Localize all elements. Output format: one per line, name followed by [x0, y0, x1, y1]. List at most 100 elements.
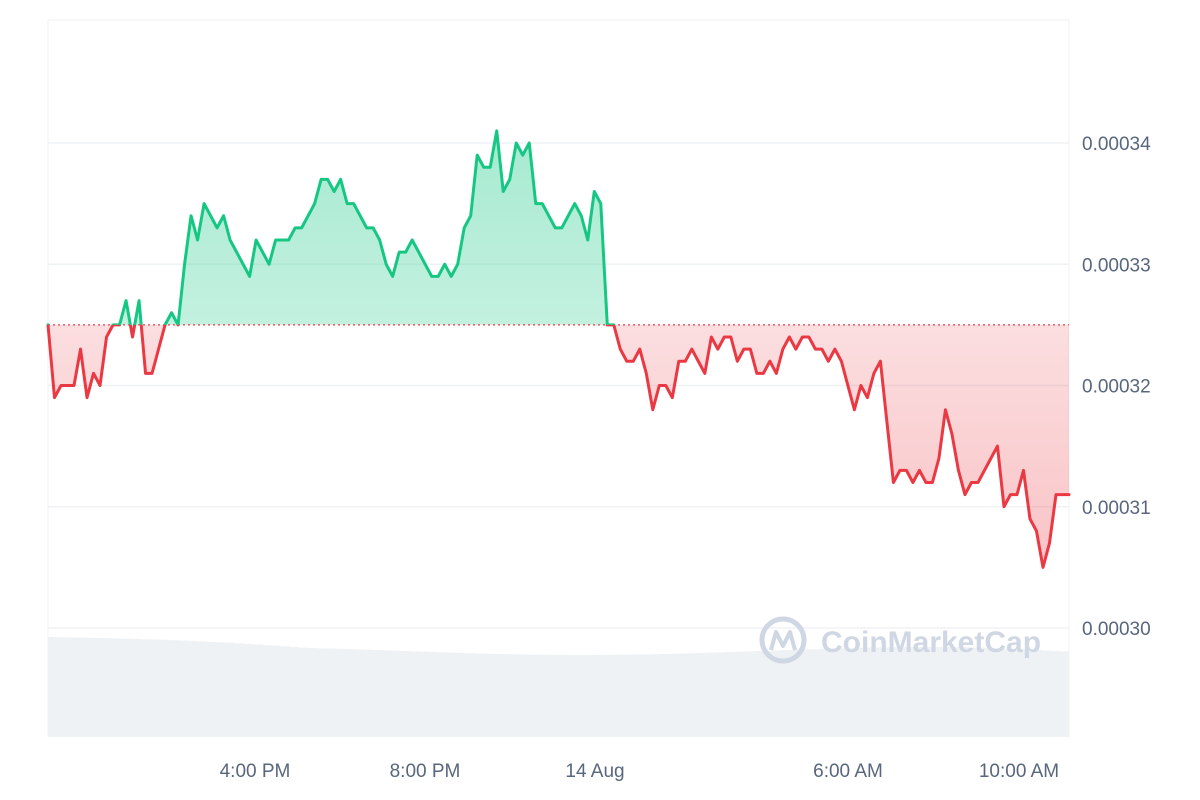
volume-bar: [790, 649, 801, 737]
volume-bar: [809, 649, 819, 737]
x-tick-label: 8:00 PM: [390, 761, 461, 782]
x-axis: 4:00 PM 8:00 PM 14 Aug 6:00 AM 10:00 AM: [220, 761, 1060, 782]
volume-bar: [419, 651, 430, 737]
volume-bar: [57, 637, 68, 737]
watermark-text: CoinMarketCap: [821, 626, 1041, 659]
volume-bar: [465, 653, 476, 737]
volume-bar: [1050, 650, 1061, 737]
volume-bar: [781, 650, 792, 737]
volume-bar: [1004, 648, 1014, 737]
price-line-down: [46, 324, 1071, 569]
volume-bar: [409, 651, 420, 737]
y-axis: 0.00034 0.00033 0.00032 0.00031 0.00030: [1082, 134, 1151, 640]
volume-bar: [215, 642, 225, 737]
volume-bar: [326, 648, 337, 737]
volume-bar: [642, 654, 652, 737]
volume-bar: [976, 647, 986, 737]
volume-bar: [660, 653, 671, 737]
volume-bar: [177, 640, 188, 737]
volume-bar: [270, 645, 281, 737]
volume-bar: [75, 637, 86, 737]
area-below-baseline: [48, 324, 1069, 568]
volume-bar: [725, 652, 736, 737]
volume-bar: [874, 647, 884, 737]
volume-bar: [920, 647, 931, 737]
x-tick-label: 14 Aug: [565, 761, 624, 782]
volume-bar: [307, 648, 318, 737]
price-line: [46, 129, 1071, 569]
volume-bar: [539, 654, 550, 737]
volume-bar: [354, 649, 365, 737]
volume-bar: [799, 649, 810, 737]
volume-bar: [261, 645, 272, 737]
volume-bar: [1059, 651, 1070, 737]
area-fills: [48, 130, 1069, 568]
volume-bar: [400, 650, 411, 737]
volume-bar: [289, 647, 300, 737]
y-tick-label: 0.00033: [1082, 255, 1151, 276]
volume-bar: [753, 651, 764, 737]
volume-bar: [196, 641, 207, 737]
volume-bar: [502, 654, 513, 737]
volume-bar: [205, 641, 216, 737]
volume-bar: [836, 648, 847, 737]
volume-bar: [428, 651, 439, 737]
volume-bar: [317, 648, 327, 737]
volume-bar: [939, 647, 949, 737]
volume-bar: [131, 638, 142, 737]
volume-bar: [484, 653, 495, 737]
volume-bar: [94, 637, 105, 737]
volume-bar: [493, 653, 504, 737]
price-line-up: [46, 129, 616, 325]
volume-bar: [716, 652, 727, 737]
volume-bar: [864, 647, 875, 737]
coinmarketcap-logo-icon: [759, 616, 807, 664]
x-tick-label: 6:00 AM: [813, 761, 883, 782]
volume-bar: [966, 647, 977, 737]
volume-bar: [372, 650, 383, 737]
volume-bar: [697, 652, 708, 737]
volume-bar: [604, 654, 615, 737]
volume-bar: [242, 643, 253, 737]
volume-bar: [382, 650, 392, 737]
volume-bar: [883, 647, 894, 737]
volume-bar: [911, 647, 921, 737]
volume-bar: [855, 647, 866, 737]
volume-bar: [734, 651, 745, 737]
volume-bar: [651, 654, 662, 737]
volume-bar: [623, 654, 634, 737]
volume-bar: [1013, 649, 1024, 737]
volume-bar: [948, 647, 959, 737]
volume-bar: [48, 637, 58, 737]
volume-bar: [818, 648, 829, 737]
volume-bar: [985, 647, 996, 737]
volume-bar: [66, 637, 77, 737]
volume-bar: [112, 638, 123, 737]
volume-bar: [929, 647, 940, 737]
volume-bars: [48, 637, 1070, 737]
volume-bar: [345, 649, 355, 737]
volume-bar: [335, 648, 346, 737]
volume-bar: [827, 648, 838, 737]
volume-bar: [892, 647, 903, 737]
volume-bar: [957, 647, 968, 737]
y-tick-label: 0.00030: [1082, 619, 1151, 640]
volume-bar: [549, 654, 559, 737]
volume-bar: [744, 651, 754, 737]
x-tick-label: 4:00 PM: [220, 761, 291, 782]
volume-bar: [521, 654, 532, 737]
volume-bar: [391, 650, 402, 737]
x-tick-label: 10:00 AM: [979, 761, 1059, 782]
volume-bar: [577, 654, 587, 737]
volume-bar: [679, 653, 689, 737]
volume-bar: [707, 652, 717, 737]
area-above-baseline: [119, 130, 608, 325]
volume-bar: [994, 648, 1005, 737]
volume-bar: [1041, 650, 1051, 737]
volume-bar: [846, 648, 857, 737]
y-tick-label: 0.00032: [1082, 377, 1151, 398]
volume-bar: [363, 649, 374, 737]
volume-bar: [1031, 649, 1042, 737]
